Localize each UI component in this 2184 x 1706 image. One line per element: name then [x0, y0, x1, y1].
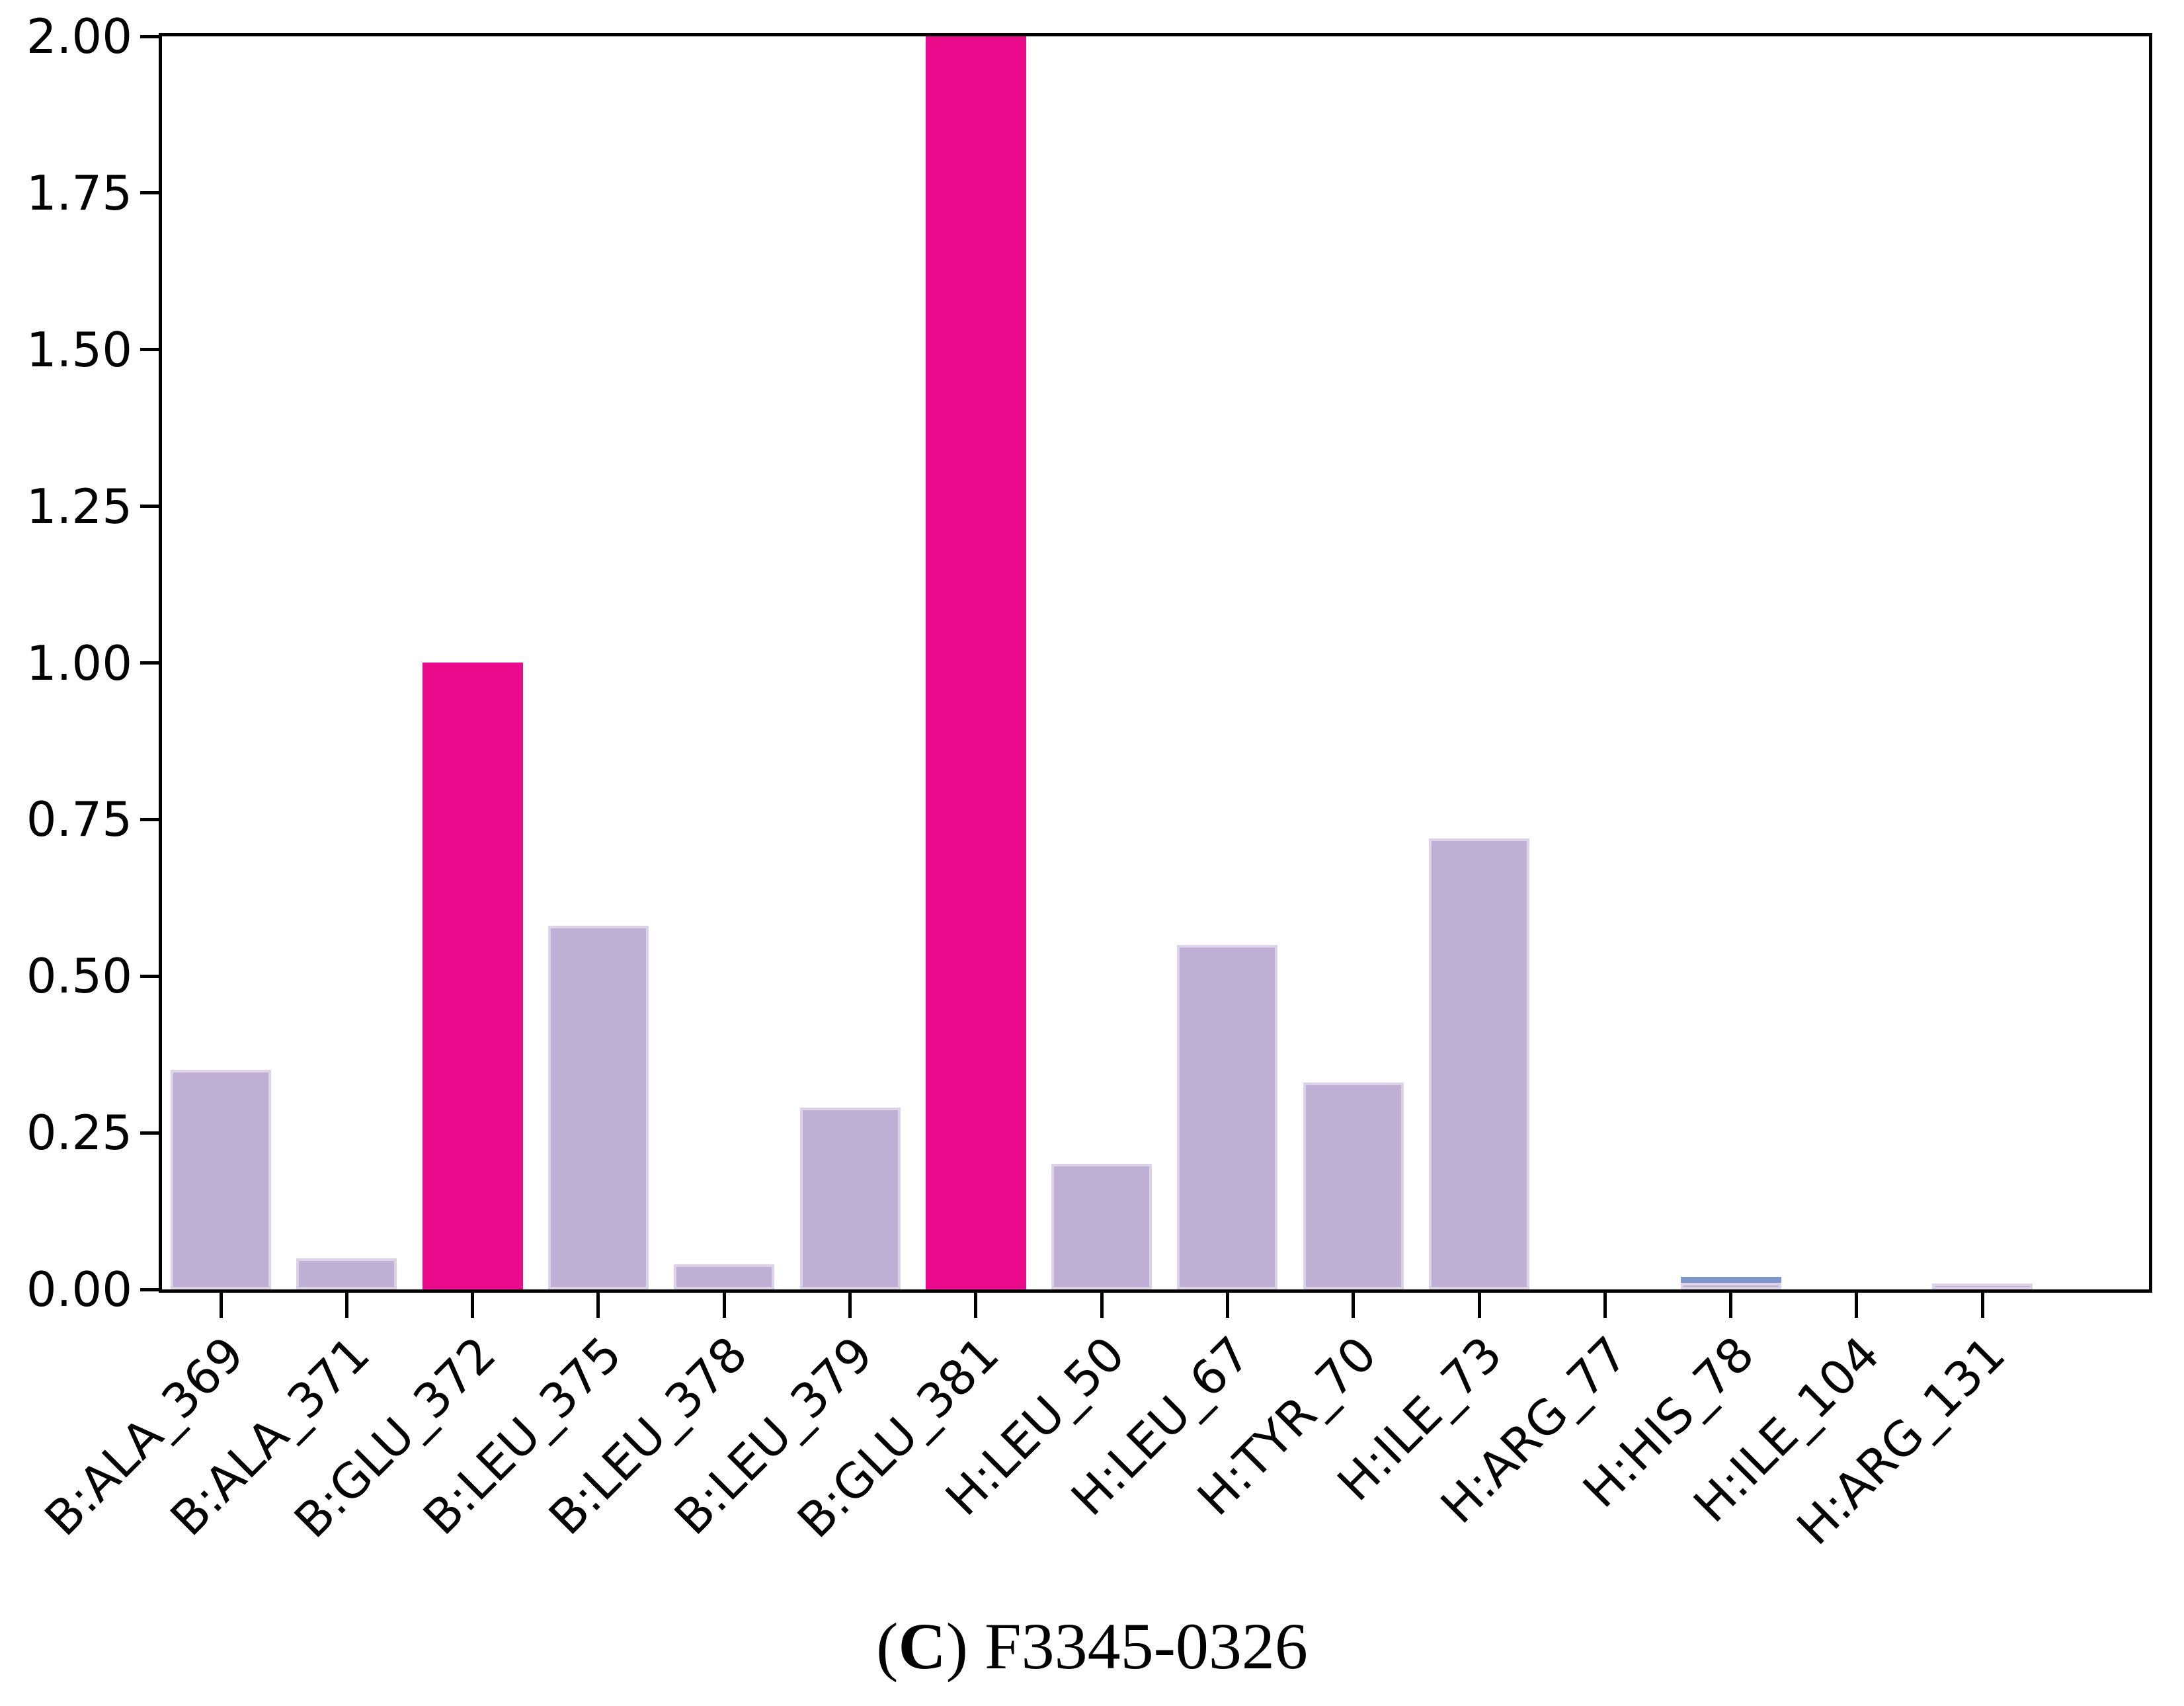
caption-panel-letter: C — [898, 1609, 946, 1683]
x-tick-mark-b-glu-372 — [471, 1293, 475, 1318]
y-tick-label-0-25: 0.25 — [26, 1105, 132, 1161]
plot-area — [159, 33, 2152, 1293]
y-tick-label-2-00: 2.00 — [26, 9, 132, 64]
bar-h-ile-73 — [1429, 838, 1529, 1289]
bar-b-glu-372 — [422, 663, 523, 1289]
x-tick-mark-b-leu-379 — [848, 1293, 852, 1318]
caption-paren-open: ( — [876, 1609, 899, 1683]
y-tick-label-1-25: 1.25 — [26, 478, 132, 534]
x-tick-mark-b-ala-369 — [219, 1293, 223, 1318]
x-tick-mark-b-ala-371 — [344, 1293, 348, 1318]
bar-b-glu-381 — [925, 36, 1026, 1289]
y-tick-mark-1-00 — [140, 661, 159, 665]
y-tick-mark-0-50 — [140, 974, 159, 978]
y-tick-label-0-50: 0.50 — [26, 948, 132, 1004]
x-tick-mark-h-arg-131 — [1980, 1293, 1984, 1318]
bar-b-leu-379 — [799, 1108, 901, 1289]
bar-b-ala-369 — [171, 1070, 271, 1289]
bar-h-arg-131 — [1932, 1283, 2033, 1289]
x-tick-mark-b-glu-381 — [974, 1293, 978, 1318]
bar-h-tyr-70 — [1303, 1082, 1404, 1289]
y-tick-label-1-00: 1.00 — [26, 635, 132, 691]
figure-caption: (C) F3345-0326 — [0, 1607, 2184, 1686]
x-tick-mark-b-leu-375 — [596, 1293, 600, 1318]
bar-b-ala-371 — [296, 1258, 397, 1289]
x-tick-mark-h-ile-73 — [1477, 1293, 1481, 1318]
y-tick-mark-0-25 — [140, 1131, 159, 1135]
bar-h-leu-50 — [1051, 1164, 1153, 1289]
y-tick-mark-1-50 — [140, 348, 159, 352]
x-tick-mark-h-leu-50 — [1100, 1293, 1104, 1318]
y-tick-label-1-75: 1.75 — [26, 165, 132, 221]
bar-h-his-78 — [1680, 1277, 1781, 1289]
x-tick-mark-h-ile-104 — [1855, 1293, 1859, 1318]
x-tick-mark-h-tyr-70 — [1352, 1293, 1355, 1318]
y-tick-mark-0-00 — [140, 1287, 159, 1291]
x-tick-mark-h-his-78 — [1729, 1293, 1733, 1318]
bar-b-leu-378 — [674, 1264, 775, 1289]
x-tick-mark-h-arg-77 — [1603, 1293, 1607, 1318]
y-tick-label-0-00: 0.00 — [26, 1262, 132, 1317]
x-tick-mark-b-leu-378 — [722, 1293, 726, 1318]
bar-b-leu-375 — [547, 926, 649, 1289]
bar-h-leu-67 — [1177, 945, 1278, 1289]
y-tick-mark-1-75 — [140, 191, 159, 195]
x-tick-mark-h-leu-67 — [1225, 1293, 1229, 1318]
y-tick-mark-0-75 — [140, 817, 159, 821]
y-tick-mark-2-00 — [140, 34, 159, 38]
y-tick-label-1-50: 1.50 — [26, 321, 132, 378]
y-tick-label-0-75: 0.75 — [26, 792, 132, 848]
y-tick-mark-1-25 — [140, 505, 159, 508]
caption-compound-id: ) F3345-0326 — [946, 1609, 1308, 1683]
